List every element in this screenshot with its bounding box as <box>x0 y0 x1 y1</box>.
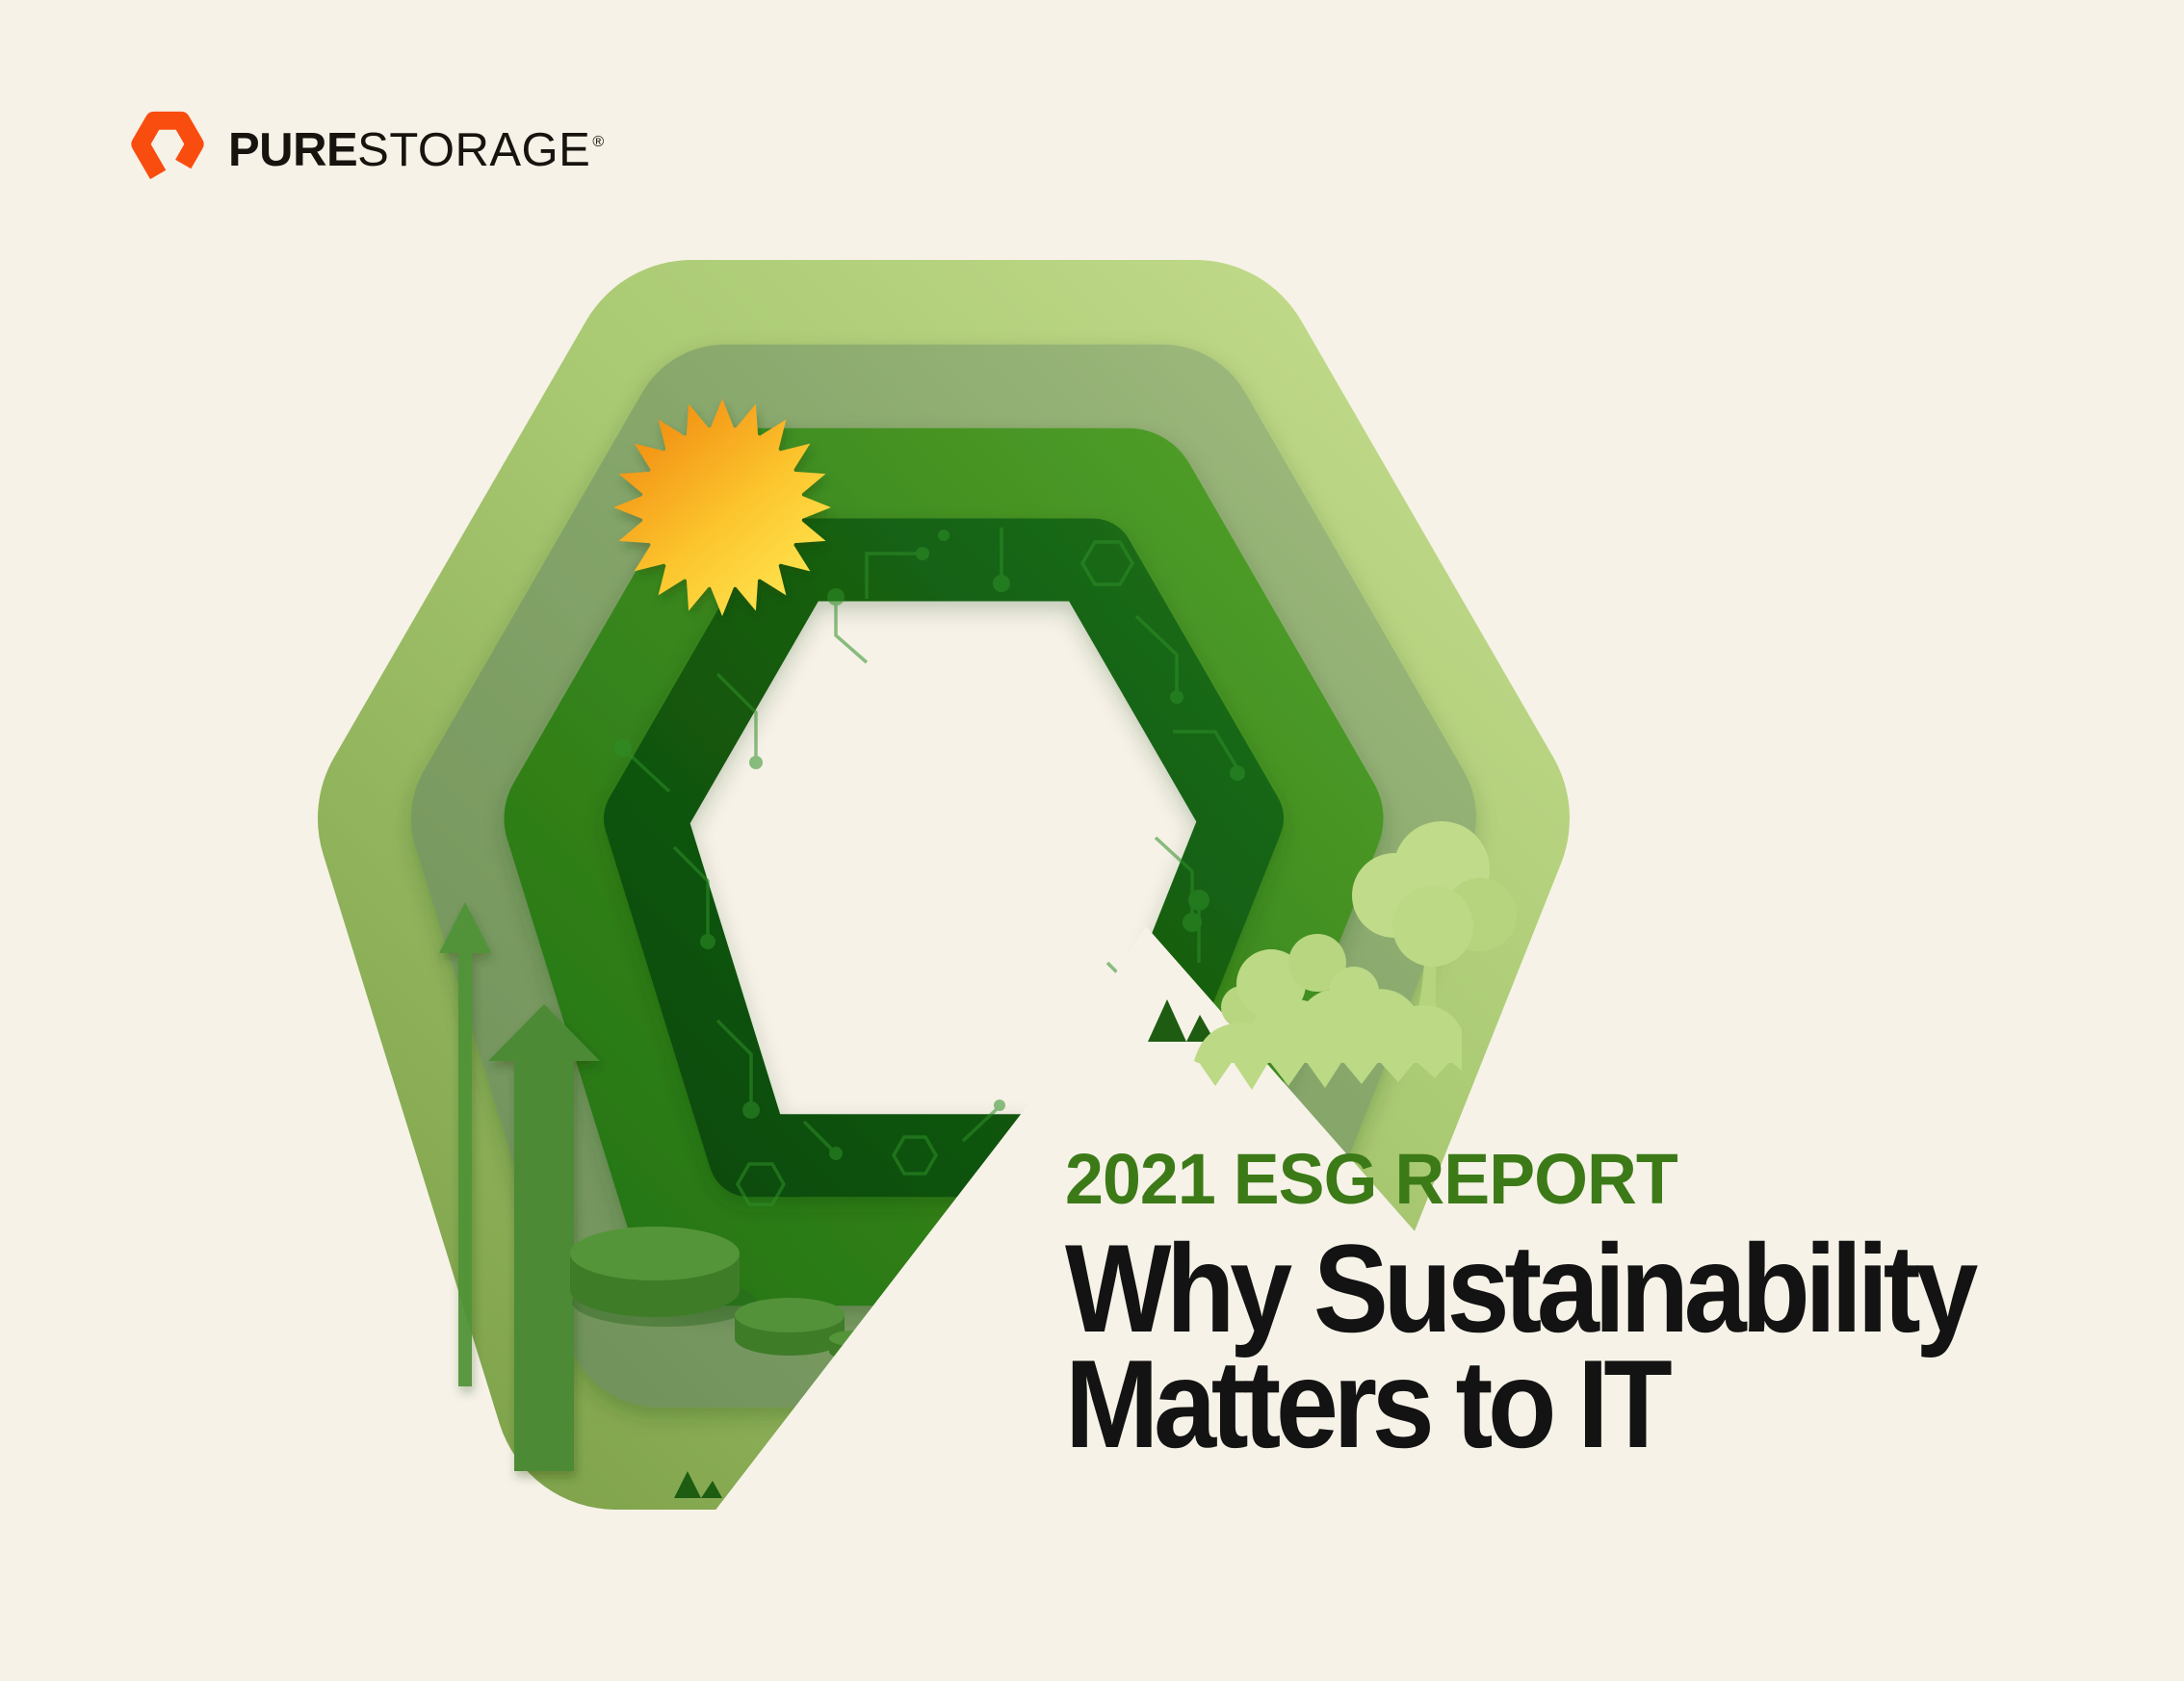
registered-trademark: ® <box>592 134 605 150</box>
bushes-icon <box>1194 934 1462 1090</box>
logomark-opening <box>584 926 1488 1681</box>
coin-stack-icon <box>570 1227 875 1359</box>
growth-arrows-icon <box>439 902 600 1471</box>
report-title: Why Sustainability Matters to IT <box>1065 1226 2070 1466</box>
circuit-traces-icon <box>614 528 1245 1206</box>
sun-icon <box>613 399 831 616</box>
pine-trees-icon <box>674 1471 722 1498</box>
pure-storage-logo: PURE STORAGE ® <box>122 108 604 188</box>
thin-arrow <box>439 902 491 1386</box>
wordmark-pure: PURE <box>228 124 358 176</box>
block-arrow <box>488 1004 600 1471</box>
title-block: 2021 ESG REPORT Why Sustainability Matter… <box>1065 1139 2182 1467</box>
tree-icon <box>1352 821 1517 1061</box>
report-eyebrow: 2021 ESG REPORT <box>1065 1139 1678 1219</box>
wordmark-storage: STORAGE <box>357 124 591 176</box>
pure-storage-wordmark: PURE STORAGE ® <box>228 121 604 174</box>
right-arm-greenery <box>1148 821 1517 1090</box>
pure-storage-logo-mark-icon <box>131 111 204 180</box>
report-title-line2: Matters to IT <box>1065 1333 1673 1474</box>
report-title-line1: Why Sustainability <box>1065 1218 1978 1358</box>
pine-trees-icon <box>1148 999 1244 1042</box>
